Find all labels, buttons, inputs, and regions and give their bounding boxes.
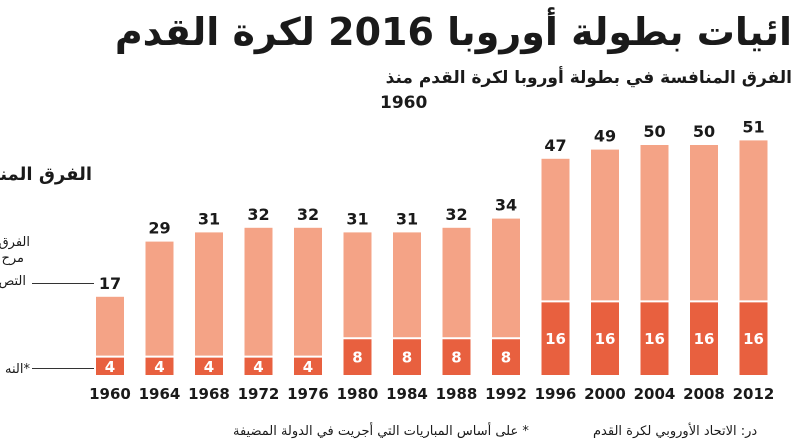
x-tick-label: 2012	[733, 385, 775, 403]
data-label-total: 34	[495, 196, 517, 215]
x-tick-label: 1972	[238, 385, 280, 403]
bar-finals	[393, 338, 421, 375]
bar-total	[195, 232, 223, 375]
data-label-total: 51	[742, 117, 764, 136]
bar-finals	[492, 338, 520, 375]
x-tick-label: 1976	[287, 385, 329, 403]
bar-total	[145, 241, 174, 375]
bar-finals	[640, 301, 669, 375]
bar-finals	[591, 301, 619, 375]
x-tick-label: 1992	[485, 385, 527, 403]
leader-line-finals	[32, 368, 94, 369]
x-tick-label: 2004	[634, 385, 676, 403]
data-label-total: 32	[247, 205, 269, 224]
x-tick-label: 1960	[89, 385, 131, 403]
legend-heading: الفرق المنا	[0, 164, 92, 185]
x-tick-label: 1996	[535, 385, 577, 403]
bar-finals	[244, 356, 273, 375]
data-label-total: 50	[643, 122, 665, 141]
x-tick-label: 2008	[683, 385, 725, 403]
data-label-total: 50	[693, 122, 715, 141]
x-tick-label: 1984	[386, 385, 428, 403]
footer-note: * على أساس المباريات التي أجريت في الدول…	[233, 424, 529, 439]
data-label-finals: 16	[545, 330, 566, 348]
data-label-total: 17	[99, 274, 121, 293]
data-label-finals: 8	[451, 349, 461, 367]
x-tick-label: 1968	[188, 385, 230, 403]
x-tick-label: 1980	[337, 385, 379, 403]
leader-line-qualifying	[32, 283, 94, 284]
data-label-total: 47	[544, 136, 566, 155]
x-tick-label: 1964	[139, 385, 181, 403]
data-label-total: 49	[594, 127, 616, 146]
data-label-finals: 8	[501, 349, 511, 367]
data-label-finals: 16	[644, 330, 665, 348]
bar-finals	[145, 356, 174, 375]
annotation-qualifying-1: الفرق	[0, 235, 30, 250]
data-label-finals: 4	[303, 358, 313, 376]
data-label-finals: 4	[204, 358, 214, 376]
bar-finals	[343, 338, 372, 375]
data-label-finals: 16	[743, 330, 764, 348]
bar-finals	[690, 301, 718, 375]
data-label-total: 31	[396, 209, 418, 228]
bar-finals	[96, 356, 124, 375]
bar-total	[294, 227, 322, 375]
annotation-qualifying-2: مرح	[1, 251, 24, 266]
bar-finals	[442, 338, 471, 375]
data-label-total: 31	[346, 209, 368, 228]
data-label-finals: 16	[595, 330, 616, 348]
annotation-finals: *النه	[5, 362, 30, 377]
footer-source: در: الاتحاد الأوروبي لكرة القدم	[593, 424, 758, 439]
bar-total	[244, 227, 273, 375]
data-label-finals: 4	[105, 358, 115, 376]
data-label-finals: 16	[694, 330, 715, 348]
bar-finals	[294, 356, 322, 375]
bar-finals	[541, 301, 570, 375]
data-label-finals: 4	[253, 358, 263, 376]
data-label-total: 29	[148, 219, 170, 238]
x-tick-label: 2000	[584, 385, 626, 403]
data-label-total: 32	[297, 205, 319, 224]
page-subtitle: الفرق المنافسة في بطولة أوروبا لكرة القد…	[385, 68, 792, 88]
data-label-finals: 4	[154, 358, 164, 376]
bar-finals	[739, 301, 768, 375]
page-title: ائيات بطولة أوروبا 2016 لكرة القدم	[114, 10, 792, 54]
data-label-total: 31	[198, 209, 220, 228]
data-label-total: 32	[445, 205, 467, 224]
data-label-finals: 8	[352, 349, 362, 367]
x-tick-label: 1988	[436, 385, 478, 403]
data-label-finals: 8	[402, 349, 412, 367]
annotation-qualifying-3: التص	[0, 274, 26, 289]
bar-finals	[195, 356, 223, 375]
subtitle-year: 1960	[380, 93, 428, 113]
